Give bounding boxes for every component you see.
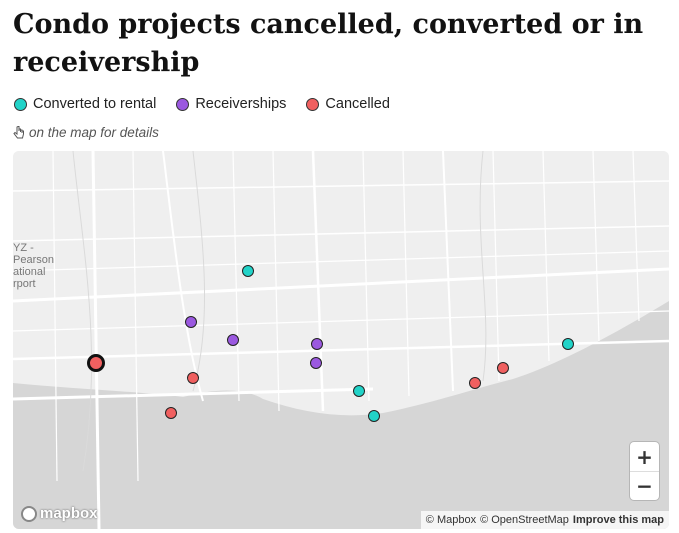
marker-converted[interactable] [353, 385, 365, 397]
marker-cancelled-selected[interactable] [87, 354, 105, 372]
legend-swatch-converted [14, 97, 27, 111]
mapbox-logo[interactable]: mapbox [21, 505, 98, 522]
airport-label: YZ - Pearson ational rport [13, 242, 54, 290]
marker-receivership[interactable] [227, 334, 239, 346]
airport-label-line-2: Pearson [13, 254, 54, 266]
legend-item-receiverships: Receiverships [176, 96, 286, 112]
map-attribution: © Mapbox © OpenStreetMap Improve this ma… [420, 511, 669, 529]
mapbox-logo-icon [21, 505, 37, 522]
zoom-out-button[interactable]: − [630, 471, 659, 500]
marker-converted[interactable] [368, 410, 380, 422]
map-hint-text: on the map for details [29, 125, 159, 140]
legend-swatch-cancelled [306, 97, 320, 111]
marker-cancelled[interactable] [165, 407, 177, 419]
attribution-osm-link[interactable]: © OpenStreetMap [480, 514, 569, 526]
marker-cancelled[interactable] [469, 377, 481, 389]
zoom-control: + − [630, 442, 659, 500]
legend-swatch-receiverships [176, 97, 190, 111]
airport-label-line-1: YZ - [13, 242, 34, 254]
legend-item-converted: Converted to rental [14, 96, 156, 112]
legend-label-converted: Converted to rental [33, 96, 157, 112]
improve-map-link[interactable]: Improve this map [572, 514, 664, 526]
airport-label-line-3: ational [13, 266, 46, 278]
map-hint: on the map for details [13, 125, 159, 140]
marker-converted[interactable] [242, 265, 254, 277]
airport-label-line-4: rport [13, 278, 36, 290]
marker-converted[interactable] [562, 338, 574, 350]
marker-cancelled[interactable] [497, 362, 509, 374]
marker-cancelled[interactable] [187, 372, 199, 384]
marker-receivership[interactable] [311, 338, 323, 350]
legend-item-cancelled: Cancelled [306, 96, 390, 112]
marker-receivership[interactable] [185, 316, 197, 328]
attribution-mapbox-link[interactable]: © Mapbox [425, 514, 477, 526]
legend-label-cancelled: Cancelled [325, 96, 390, 112]
mapbox-logo-text: mapbox [40, 505, 98, 522]
legend-label-receiverships: Receiverships [195, 96, 287, 112]
marker-receivership[interactable] [310, 357, 322, 369]
pointer-hand-icon [13, 125, 24, 138]
zoom-in-button[interactable]: + [630, 442, 659, 471]
map[interactable]: YZ - Pearson ational rport + − mapbox © … [13, 151, 669, 529]
legend: Converted to rental Receiverships Cancel… [14, 96, 390, 112]
map-basemap [13, 151, 669, 529]
page-title: Condo projects cancelled, converted or i… [13, 9, 644, 78]
